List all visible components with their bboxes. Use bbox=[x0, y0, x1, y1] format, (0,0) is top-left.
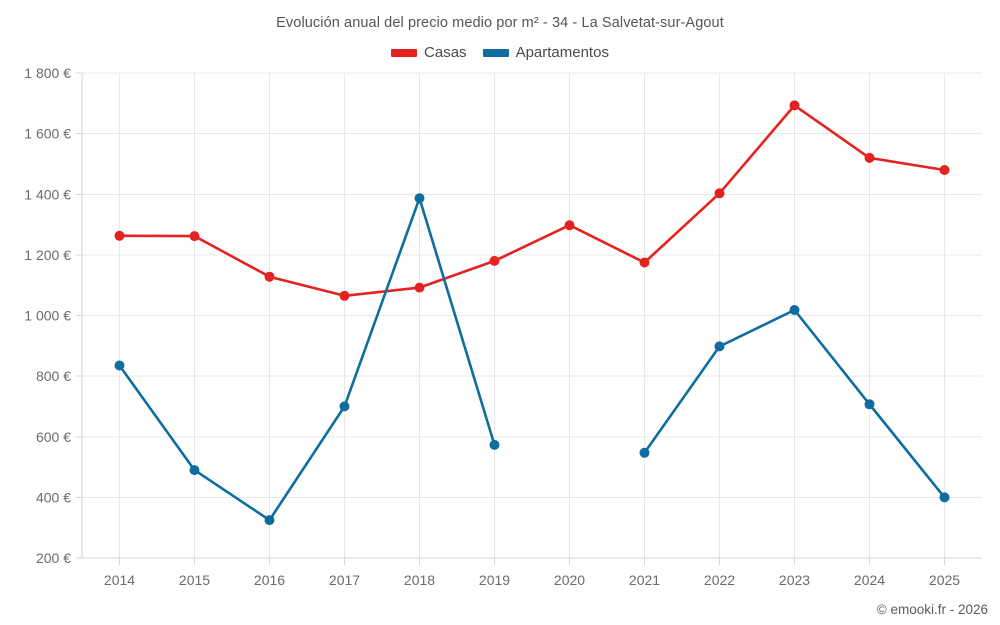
data-point[interactable] bbox=[264, 271, 275, 282]
data-point[interactable] bbox=[189, 231, 200, 242]
x-tick-label: 2014 bbox=[104, 572, 135, 588]
x-tick-label: 2016 bbox=[254, 572, 285, 588]
data-point[interactable] bbox=[189, 465, 200, 476]
y-tick-label: 400 € bbox=[36, 489, 71, 505]
data-point[interactable] bbox=[564, 220, 575, 231]
legend-label-apartamentos: Apartamentos bbox=[515, 44, 609, 61]
data-point[interactable] bbox=[414, 282, 425, 293]
data-point[interactable] bbox=[789, 305, 800, 315]
chart-title: Evolución anual del precio medio por m² … bbox=[276, 15, 724, 31]
data-point[interactable] bbox=[939, 492, 950, 503]
data-series bbox=[114, 100, 950, 526]
data-point[interactable] bbox=[489, 439, 500, 450]
x-tick-label: 2024 bbox=[854, 572, 885, 588]
x-tick-label: 2021 bbox=[629, 572, 660, 588]
data-point[interactable] bbox=[714, 188, 725, 199]
data-point[interactable] bbox=[339, 290, 350, 301]
data-point[interactable] bbox=[864, 152, 875, 163]
x-tick-label: 2023 bbox=[779, 572, 810, 588]
x-tick-label: 2022 bbox=[704, 572, 735, 588]
y-tick-label: 1 400 € bbox=[24, 186, 71, 202]
x-tick-label: 2019 bbox=[479, 572, 510, 588]
series-line-casas bbox=[118, 104, 946, 298]
data-point[interactable] bbox=[714, 341, 725, 352]
data-point[interactable] bbox=[339, 401, 350, 412]
data-point[interactable] bbox=[114, 230, 125, 241]
data-point[interactable] bbox=[264, 515, 275, 526]
legend-item-apartamentos[interactable]: Apartamentos bbox=[482, 44, 609, 61]
y-tick-label: 1 800 € bbox=[24, 65, 71, 81]
x-axis-tick-labels: 2014 2015 2016 2017 2018 2019 2020 2021 2022 2023… bbox=[104, 572, 960, 588]
y-tick-label: 1 200 € bbox=[24, 247, 71, 263]
chart-credit: © emooki.fr - 2026 bbox=[876, 602, 988, 617]
data-point[interactable] bbox=[489, 255, 500, 266]
data-point[interactable] bbox=[939, 165, 950, 175]
x-tick-label: 2015 bbox=[179, 572, 210, 588]
y-axis-tick-labels: 200 € 400 € 600 € 800 € 1 000 € 1 200 € 1 400 … bbox=[24, 65, 71, 566]
legend-swatch-casas bbox=[391, 48, 418, 57]
series-line-apartamentos bbox=[118, 196, 496, 522]
data-point[interactable] bbox=[414, 193, 425, 204]
x-tick-label: 2017 bbox=[329, 572, 360, 588]
data-point[interactable] bbox=[864, 399, 875, 410]
legend-item-casas[interactable]: Casas bbox=[391, 44, 467, 61]
grid-lines bbox=[82, 72, 982, 559]
chart-legend: Casas Apartamentos bbox=[0, 44, 1000, 61]
y-tick-label: 200 € bbox=[36, 550, 71, 566]
legend-label-casas: Casas bbox=[424, 44, 467, 61]
data-point[interactable] bbox=[639, 257, 650, 268]
data-point[interactable] bbox=[114, 360, 125, 371]
y-tick-label: 1 600 € bbox=[24, 126, 71, 142]
y-tick-label: 1 000 € bbox=[24, 308, 71, 324]
y-tick-label: 800 € bbox=[36, 368, 71, 384]
data-point[interactable] bbox=[639, 447, 650, 458]
x-tick-label: 2020 bbox=[554, 572, 585, 588]
data-point[interactable] bbox=[789, 100, 800, 111]
x-tick-label: 2018 bbox=[404, 572, 435, 588]
x-tick-label: 2025 bbox=[929, 572, 960, 588]
y-tick-label: 600 € bbox=[36, 429, 71, 445]
axis-lines bbox=[76, 72, 982, 565]
legend-swatch-apartamentos bbox=[482, 48, 509, 57]
